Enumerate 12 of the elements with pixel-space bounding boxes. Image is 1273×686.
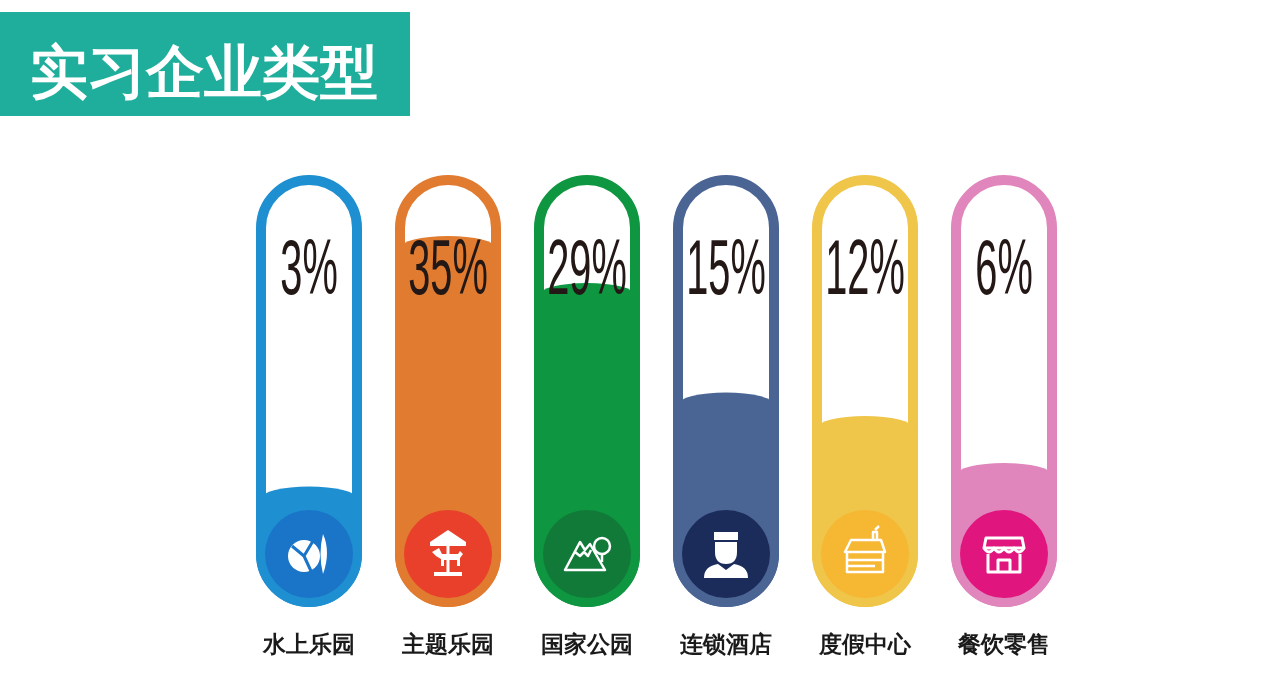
data-label: 12%: [825, 223, 905, 311]
chart-title: 实习企业类型: [30, 38, 378, 106]
x-tick-label: 主题乐园: [401, 631, 494, 657]
x-tick-label: 国家公园: [541, 631, 633, 657]
data-label: 6%: [975, 223, 1033, 311]
x-tick-label: 餐饮零售: [957, 631, 1050, 657]
data-label: 35%: [408, 223, 488, 311]
x-tick-label: 水上乐园: [262, 631, 355, 657]
x-tick-label: 连锁酒店: [679, 631, 772, 657]
x-tick-label: 度假中心: [818, 631, 912, 657]
data-label: 15%: [686, 223, 766, 311]
data-label: 3%: [280, 223, 338, 311]
